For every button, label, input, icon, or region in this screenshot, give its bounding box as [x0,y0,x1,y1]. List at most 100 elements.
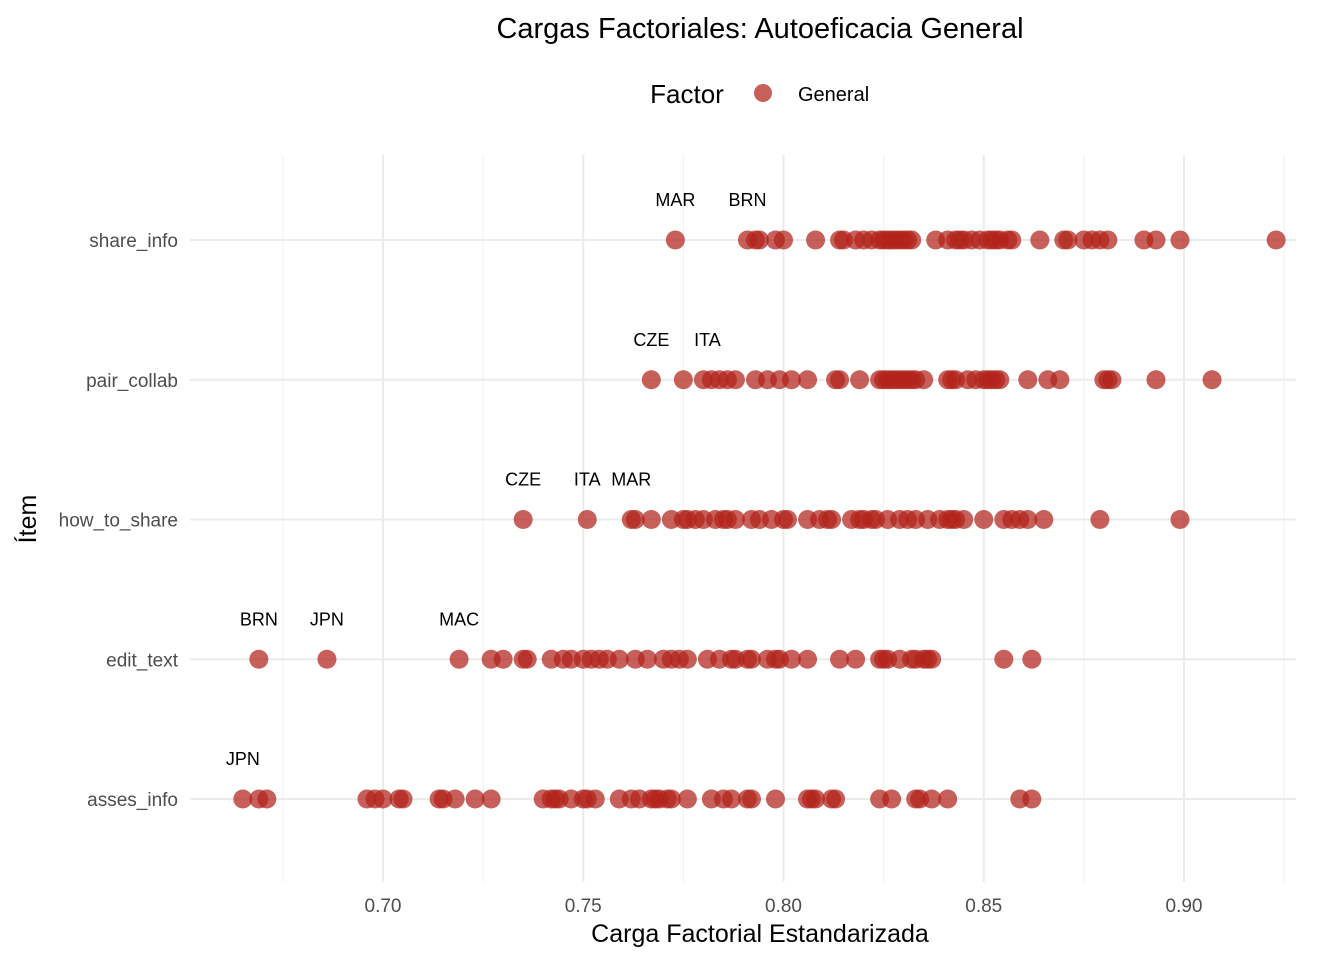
x-tick-label: 0.70 [365,896,402,917]
data-point [749,230,769,250]
data-point [577,510,597,529]
chart-title: Cargas Factoriales: Autoeficacia General [496,13,1023,45]
data-point [1266,230,1286,250]
data-point [641,370,661,390]
point-annotation: MAR [655,190,695,210]
point-annotation: BRN [240,609,278,629]
x-tick-label: 0.85 [965,896,1002,917]
data-point [974,510,994,529]
data-point [1022,789,1042,809]
data-point [914,370,934,390]
x-tick-label: 0.90 [1166,896,1203,917]
y-tick-label: pair_collab [86,371,178,392]
point-annotation: ITA [694,330,721,350]
x-axis-title: Carga Factorial Estandarizada [591,920,929,948]
y-tick-label: edit_text [106,650,179,671]
data-point [954,510,974,529]
data-point [741,789,761,809]
data-point [513,510,533,529]
data-point [850,370,870,390]
data-point [778,510,798,529]
x-axis-ticks: 0.70 0.75 0.80 0.85 0.90 [365,896,1203,917]
data-points [233,230,1286,809]
data-point [637,649,657,669]
data-point [609,649,629,669]
data-point [661,789,681,809]
point-annotation: JPN [226,749,260,769]
data-point [994,649,1014,669]
legend-label-general: General [798,84,869,106]
data-point [1030,230,1050,250]
data-point [1018,370,1038,390]
data-point [1146,370,1166,390]
data-point [1050,370,1070,390]
data-point [798,649,818,669]
data-point [517,649,537,669]
point-annotation: ITA [574,470,601,490]
data-point [677,649,697,669]
data-point [493,649,513,669]
data-point [765,789,785,809]
data-point [1018,510,1038,529]
y-tick-label: how_to_share [59,511,178,532]
data-point [902,230,922,250]
data-point [1090,510,1110,529]
data-point [806,789,826,809]
data-point [1034,510,1054,529]
data-point [806,230,826,250]
data-point [449,649,469,669]
data-point [826,789,846,809]
data-point [249,649,269,669]
point-annotation: MAC [439,609,479,629]
data-point [846,649,866,669]
data-point [990,370,1010,390]
point-annotation: CZE [633,330,669,350]
y-tick-label: asses_info [87,790,178,811]
data-point [1002,230,1022,250]
data-point [677,789,697,809]
data-point [822,510,842,529]
data-point [798,370,818,390]
data-point [741,649,761,669]
x-tick-label: 0.80 [765,896,802,917]
y-axis-ticks: asses_info edit_text how_to_share pair_coll… [59,231,179,811]
legend-key-general [754,84,772,102]
data-point [257,789,277,809]
data-point [725,370,745,390]
data-point [1170,230,1190,250]
data-point [665,230,685,250]
data-point [922,649,942,669]
data-point [782,649,802,669]
data-point [673,370,693,390]
data-point [725,510,745,529]
data-point [1022,649,1042,669]
data-point [317,649,337,669]
data-point [465,789,485,809]
data-point [1146,230,1166,250]
data-point [1102,370,1122,390]
data-point [1098,230,1118,250]
data-point [1202,370,1222,390]
data-point [625,510,645,529]
data-point [585,789,605,809]
data-point [938,789,958,809]
data-point [641,510,661,529]
y-axis-title: Ítem [13,495,42,544]
data-point [830,649,850,669]
data-point [445,789,465,809]
data-point [782,370,802,390]
point-annotations: MAR BRN CZE ITA CZE ITA MAR BRN JPN MAC JPN [226,190,767,769]
data-point [1170,510,1190,529]
data-point [481,789,501,809]
point-annotation: MAR [611,470,651,490]
data-point [830,370,850,390]
data-point [721,789,741,809]
data-point [373,789,393,809]
data-point [922,789,942,809]
y-tick-label: share_info [89,231,178,252]
x-tick-label: 0.75 [565,896,602,917]
point-annotation: CZE [505,470,541,490]
data-point [882,789,902,809]
data-point [774,230,793,250]
point-annotation: JPN [310,609,344,629]
